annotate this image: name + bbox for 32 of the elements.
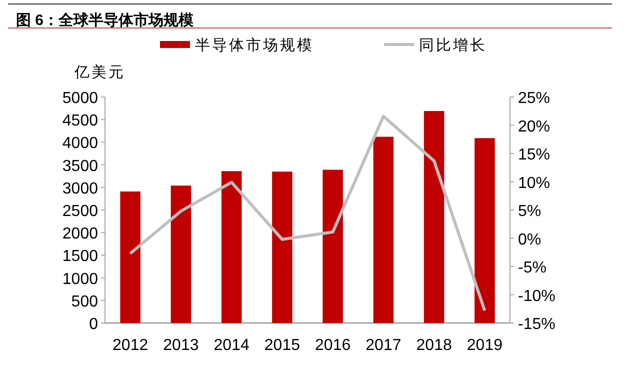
xtick: 2015 [264, 337, 300, 354]
y2tick: 25% [518, 90, 550, 107]
y2tick: -5% [518, 260, 546, 276]
y2tick: 0% [518, 231, 542, 248]
legend: 半导体市场规模 [195, 37, 314, 54]
y2tick: -15% [518, 316, 556, 333]
ytick: 2000 [62, 226, 98, 243]
ytick: 3500 [62, 158, 98, 175]
y2tick: 20% [518, 118, 550, 136]
xtick: 2013 [163, 337, 199, 354]
xtick: 2018 [416, 337, 452, 354]
xtick: 2014 [214, 337, 250, 354]
xtick: 2016 [315, 337, 351, 354]
y2tick: -10% [518, 288, 556, 305]
ytick: 0 [89, 316, 98, 333]
y2tick: 15% [518, 146, 550, 164]
ytick: 2500 [62, 203, 98, 220]
legend: 同比增长 [419, 37, 487, 54]
ytick: 1500 [62, 248, 98, 266]
title: 图 6：全球半导体市场规模 [16, 12, 194, 29]
y2tick: 10% [518, 174, 550, 192]
ytick: 500 [71, 293, 98, 310]
ytick: 4000 [62, 135, 98, 152]
ytick: 5000 [62, 90, 98, 107]
xtick: 2017 [366, 337, 402, 354]
xtick: 2012 [112, 337, 148, 354]
xtick: 2019 [466, 337, 502, 354]
y2tick: 5% [518, 203, 542, 220]
ytick: 1000 [62, 270, 98, 288]
ylabel: 亿美元 [74, 64, 126, 81]
ytick: 3000 [62, 180, 98, 198]
ytick: 4500 [62, 112, 98, 130]
